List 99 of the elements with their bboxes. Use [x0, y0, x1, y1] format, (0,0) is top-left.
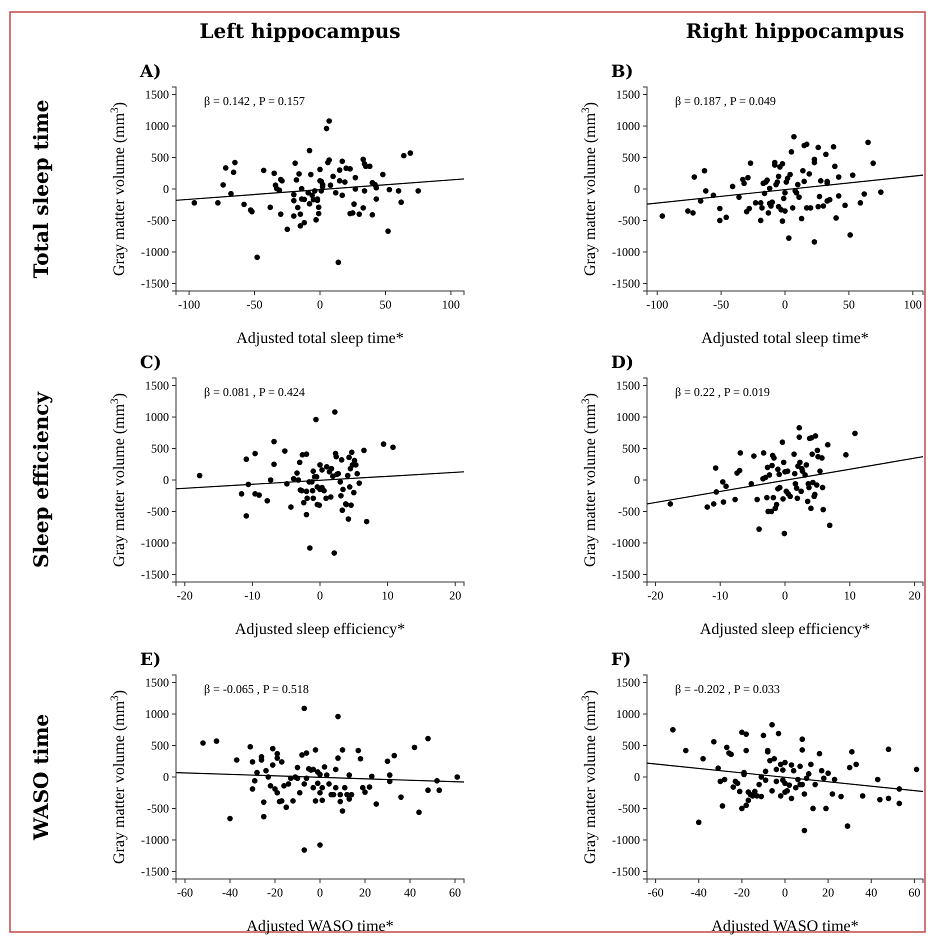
y-tick-label: -1000	[141, 832, 169, 847]
x-axis-title: Adjusted total sleep time*	[701, 330, 869, 347]
x-tick-label: 10	[844, 588, 856, 603]
x-tick-label: -100	[178, 298, 200, 312]
x-tick-label: 0	[782, 886, 788, 900]
x-tick-label: 20	[908, 588, 921, 603]
text: Sleep efficiency	[29, 390, 53, 568]
annotation: β = 0.081 , P = 0.424	[204, 385, 305, 399]
x-tick-label: 50	[379, 298, 392, 312]
y-tick-label: 0	[163, 182, 169, 196]
y-tick-label: -1500	[141, 864, 169, 878]
y-tick-label: -500	[147, 504, 169, 518]
y-tick-label: 0	[163, 770, 169, 784]
x-tick-label: -10	[244, 588, 260, 603]
annotation: β = -0.065 , P = 0.518	[204, 682, 309, 696]
y-tick-label: 500	[151, 150, 169, 164]
x-tick-label: 0	[317, 886, 323, 900]
y-tick-label: 1500	[616, 87, 640, 102]
x-tick-label: 50	[842, 298, 855, 312]
x-axis-title: Adjusted sleep efficiency*	[700, 621, 870, 638]
y-tick-label: -500	[147, 801, 169, 816]
x-tick-label: -20	[267, 886, 283, 900]
y-tick-label: 1500	[145, 378, 169, 392]
x-tick-label: -50	[713, 298, 730, 312]
chart-title: F)	[611, 650, 632, 670]
x-tick-label: -40	[222, 886, 238, 900]
y-tick-label: 1000	[616, 118, 640, 133]
x-tick-label: 10	[382, 588, 394, 603]
annotation: β = -0.202 , P = 0.033	[675, 682, 780, 696]
y-tick-label: 1500	[145, 675, 169, 690]
x-tick-label: 0	[782, 298, 788, 312]
text: WASO time	[29, 714, 53, 842]
chart-title: C)	[140, 353, 162, 373]
x-tick-label: 0	[782, 588, 788, 603]
y-tick-label: 1500	[616, 675, 640, 690]
y-tick-label: -1000	[141, 244, 169, 259]
chart-subtitle: Right hippocampus	[686, 19, 904, 43]
y-tick-label: 0	[634, 182, 640, 196]
x-tick-label: 100	[442, 298, 460, 312]
x-tick-label: -100	[646, 298, 668, 312]
x-tick-label: -60	[648, 886, 664, 900]
y-tick-label: 500	[151, 738, 169, 752]
x-tick-label: 20	[822, 886, 834, 900]
x-tick-label: -50	[246, 298, 263, 312]
x-tick-label: 0	[317, 298, 323, 312]
y-tick-label: -1000	[612, 244, 640, 259]
chart-title: B)	[611, 62, 634, 82]
x-axis-title: Adjusted total sleep time*	[236, 330, 404, 347]
y-tick-label: 1500	[145, 87, 169, 102]
chart-subtitle: Left hippocampus	[199, 19, 401, 43]
x-tick-label: -20	[176, 588, 193, 603]
y-tick-label: 0	[163, 472, 169, 487]
y-tick-label: 0	[634, 472, 640, 487]
y-tick-label: -1500	[141, 567, 169, 582]
y-tick-label: -500	[147, 213, 169, 228]
text: Total sleep time	[29, 100, 53, 278]
y-tick-label: 1000	[145, 706, 169, 721]
y-tick-label: 1000	[616, 706, 640, 721]
y-tick-label: -1500	[612, 864, 640, 878]
y-tick-label: -1000	[612, 536, 640, 550]
x-tick-label: 40	[404, 886, 416, 900]
y-tick-label: 500	[151, 441, 169, 456]
y-tick-label: 500	[622, 738, 640, 752]
x-tick-label: -20	[647, 588, 664, 603]
y-tick-label: -1500	[612, 276, 640, 290]
y-tick-label: 1500	[616, 378, 640, 392]
x-tick-label: -20	[734, 886, 750, 900]
x-tick-label: -60	[177, 886, 193, 900]
x-tick-label: 0	[317, 588, 323, 603]
x-axis-title: Adjusted sleep efficiency*	[234, 621, 406, 638]
annotation: β = 0.142 , P = 0.157	[204, 94, 305, 108]
y-tick-label: 1000	[145, 118, 169, 133]
chart-title: D)	[611, 353, 634, 373]
x-tick-label: 100	[904, 298, 922, 312]
y-tick-label: 500	[622, 150, 640, 164]
annotation: β = 0.187 , P = 0.049	[675, 94, 776, 108]
x-tick-label: 60	[908, 886, 920, 900]
chart-title: A)	[139, 62, 162, 82]
y-tick-label: 1000	[616, 410, 640, 424]
x-axis-title: Adjusted WASO time*	[711, 918, 859, 935]
y-tick-label: -500	[618, 213, 640, 228]
y-tick-label: -1500	[141, 276, 169, 290]
y-tick-label: -500	[618, 504, 640, 518]
y-tick-label: 1000	[145, 410, 169, 424]
y-tick-label: -1000	[612, 832, 640, 847]
y-tick-label: 500	[622, 441, 640, 456]
chart-title: E)	[140, 650, 162, 670]
annotation: β = 0.22 , P = 0.019	[675, 385, 770, 399]
x-tick-label: 20	[449, 588, 462, 603]
x-tick-label: 20	[359, 886, 371, 900]
y-tick-label: -1000	[141, 536, 169, 550]
x-tick-label: 40	[865, 886, 878, 900]
y-tick-label: -500	[618, 801, 640, 816]
x-tick-label: -40	[690, 886, 707, 900]
y-tick-label: -1500	[612, 567, 640, 582]
y-tick-label: 0	[634, 770, 640, 784]
x-axis-title: Adjusted WASO time*	[246, 918, 394, 935]
x-tick-label: -10	[712, 588, 728, 603]
x-tick-label: 60	[449, 886, 461, 900]
